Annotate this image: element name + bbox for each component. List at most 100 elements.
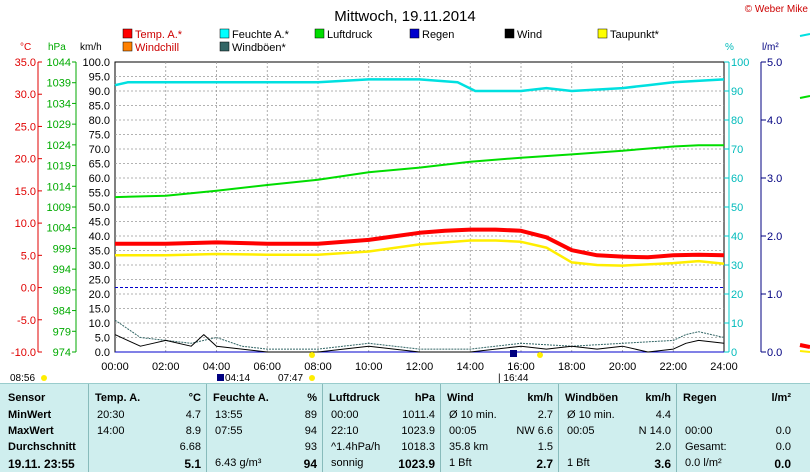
cell-value: 89: [304, 409, 317, 421]
rain-tick: 5.0: [767, 57, 782, 69]
rain-tick: 0.0: [767, 347, 782, 359]
pressure-tick: 979: [53, 326, 71, 338]
pressure-tick: 989: [53, 285, 71, 297]
wind-unit: km/h: [80, 42, 102, 53]
wind-tick: 10.0: [89, 318, 110, 330]
col-gust: Windböen km/h Ø 10 min. 4.4 00:05 N 14.0 2.0 1 …: [558, 384, 677, 472]
pressure-tick: 1039: [47, 78, 71, 90]
sun-marker: [537, 352, 543, 358]
wind-tick: 5.0: [95, 333, 110, 345]
cell-value: 6.68: [179, 441, 201, 453]
cell-value: 4.7: [185, 409, 201, 421]
rain-tick: 2.0: [767, 231, 782, 243]
chart-title: Mittwoch, 19.11.2014: [334, 8, 475, 25]
cell-note: 20:30: [97, 409, 125, 421]
temp-tick: 15.0: [15, 186, 36, 198]
time-tick: 10:00: [355, 361, 383, 373]
cell-note: 00:00: [685, 425, 713, 437]
col-head: Windböen: [565, 392, 619, 404]
legend-swatch: [504, 28, 515, 39]
cell-note: ^1.4hPa/h: [331, 441, 381, 453]
rain-unit: l/m²: [762, 42, 779, 53]
time-tick: 20:00: [609, 361, 637, 373]
rain-tick: 3.0: [767, 173, 782, 185]
pressure-tick: 1029: [47, 119, 71, 131]
row-label: MinWert: [8, 409, 52, 421]
cell-note: 1 Bft: [449, 457, 472, 469]
legend-label: Windchill: [135, 42, 179, 54]
dawn-time: 07:47: [278, 373, 303, 383]
cell-note: 07:55: [215, 425, 243, 437]
edge-stub: [799, 95, 810, 99]
temp-tick: 25.0: [15, 121, 36, 133]
temp-tick: 5.0: [21, 250, 36, 262]
cell-value: 1.5: [537, 441, 553, 453]
cell-note: 00:05: [449, 425, 477, 437]
legend-label: Temp. A.*: [135, 29, 183, 41]
col-unit: °C: [188, 392, 201, 404]
pressure-tick: 1024: [47, 140, 71, 152]
hum-tick: 20: [731, 289, 743, 301]
cell-value: 1023.9: [401, 425, 435, 437]
wind-tick: 60.0: [89, 173, 110, 185]
pressure-tick: 974: [53, 347, 71, 359]
legend-swatch: [314, 28, 325, 39]
hum-tick: 0: [731, 347, 737, 359]
cell-value: 0.0: [775, 425, 791, 437]
sunrise-time: 08:56: [10, 373, 35, 383]
cell-value: 94: [303, 457, 317, 471]
hum-tick: 40: [731, 231, 743, 243]
cell-value: 2.0: [655, 441, 671, 453]
cell-note: 22:10: [331, 425, 359, 437]
edge-stub: [799, 343, 810, 349]
cell-value: NW 6.6: [516, 425, 553, 437]
series-line: [114, 78, 725, 93]
hum-tick: 90: [731, 86, 743, 98]
cell-note: Gesamt:: [685, 441, 727, 453]
wind-tick: 45.0: [89, 217, 110, 229]
col-wind: Wind km/h Ø 10 min. 2.7 00:05 NW 6.6 35.8 km 1.…: [440, 384, 559, 472]
legend-label: Wind: [517, 29, 542, 41]
wind-tick: 25.0: [89, 275, 110, 287]
row-label: MaxWert: [8, 425, 54, 437]
rain-tick: 4.0: [767, 115, 782, 127]
temp-tick: 0.0: [21, 283, 36, 295]
time-tick: 00:00: [101, 361, 129, 373]
legend-swatch: [409, 28, 420, 39]
wind-tick: 95.0: [89, 72, 110, 84]
sun-marker: [309, 352, 315, 358]
copyright: © Weber Mike: [745, 4, 809, 15]
wind-tick: 35.0: [89, 246, 110, 258]
time-tick: 08:00: [304, 361, 332, 373]
cell-value: 94: [304, 425, 317, 437]
wind-tick: 20.0: [89, 289, 110, 301]
cell-value: 0.0: [774, 457, 791, 471]
wind-tick: 75.0: [89, 130, 110, 142]
wind-tick: 65.0: [89, 159, 110, 171]
hum-tick: 70: [731, 144, 743, 156]
col-temp: Temp. A. °C 20:30 4.7 14:00 8.9 6.68 5.1: [88, 384, 207, 472]
pressure-tick: 994: [53, 264, 71, 276]
col-rain: Regen l/m² 00:00 0.0 Gesamt: 0.0 0.0 l/m² 0.0: [676, 384, 797, 472]
tick-labels: 35.0 30.0 25.0 20.0 15.0 10.0 5.0 0.0 -5.0 -10.0 1…: [11, 57, 782, 373]
weather-chart: Mittwoch, 19.11.2014 © Weber Mike Temp. …: [10, 4, 810, 383]
grid: [115, 62, 724, 352]
rain-tick: 1.0: [767, 289, 782, 301]
legend-label: Luftdruck: [327, 29, 373, 41]
hum-tick: 80: [731, 115, 743, 127]
edge-stub: [799, 33, 810, 37]
legend-label: Taupunkt*: [610, 29, 660, 41]
cell-note: 35.8 km: [449, 441, 489, 453]
col-unit: km/h: [645, 392, 671, 404]
col-head: Temp. A.: [95, 392, 141, 404]
sensor-head: Sensor: [8, 392, 46, 404]
col-unit: l/m²: [771, 392, 791, 404]
legend-label: Feuchte A.*: [232, 29, 290, 41]
wind-tick: 0.0: [95, 347, 110, 359]
wind-tick: 55.0: [89, 188, 110, 200]
wind-tick: 15.0: [89, 304, 110, 316]
col-unit: %: [307, 392, 317, 404]
cell-value: 1011.4: [402, 409, 435, 421]
wind-tick: 80.0: [89, 115, 110, 127]
hum-tick: 50: [731, 202, 743, 214]
